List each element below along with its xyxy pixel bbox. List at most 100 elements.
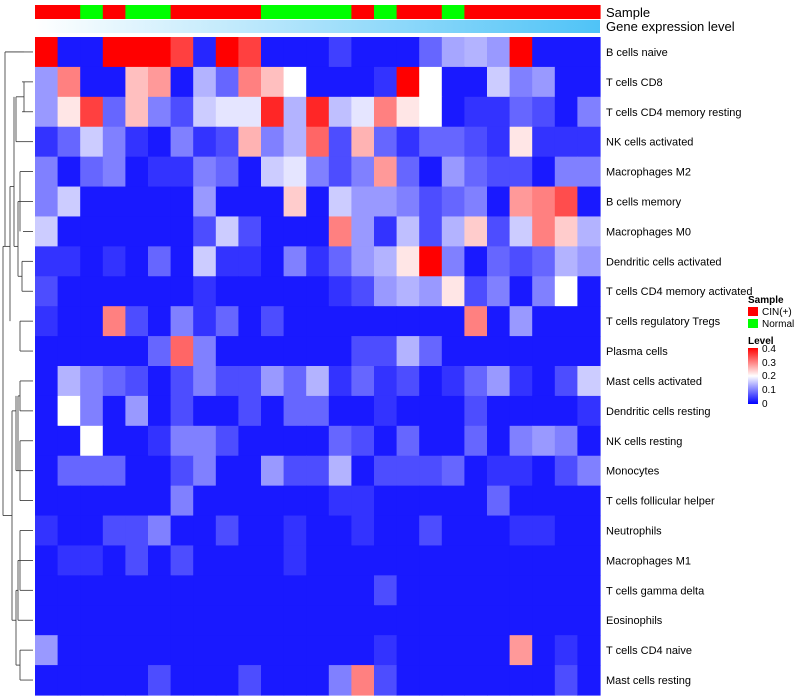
heatmap-cell [57, 246, 81, 277]
legend-swatch-cin [748, 307, 758, 316]
heatmap-cell [419, 306, 443, 337]
heatmap-cell [170, 276, 194, 307]
heatmap-cell [532, 575, 556, 606]
heatmap-cell [441, 306, 465, 337]
heatmap-cell [283, 366, 307, 397]
heatmap-cell [487, 126, 511, 158]
row-label: T cells CD4 memory activated [606, 286, 753, 298]
heatmap-cell [532, 635, 556, 666]
heatmap-cell [509, 246, 533, 277]
heatmap-cell [351, 216, 375, 247]
heatmap-cell [396, 545, 420, 576]
heatmap-cell [554, 575, 578, 606]
heatmap-cell [577, 425, 601, 457]
heatmap-cell [532, 66, 556, 98]
heatmap-cell [261, 66, 285, 98]
heatmap-cell [351, 37, 375, 68]
heatmap-cell [102, 515, 126, 547]
heatmap-cell [419, 126, 443, 158]
heatmap-cell [306, 276, 330, 307]
heatmap-cell [509, 605, 533, 636]
heatmap-cell [554, 66, 578, 98]
expression-track-label: Gene expression level [606, 19, 735, 34]
heatmap-cell [374, 515, 398, 547]
heatmap-cell [35, 336, 59, 367]
heatmap-cell [577, 186, 601, 218]
heatmap-cell [35, 216, 59, 247]
heatmap-cell [102, 246, 126, 277]
heatmap-cell [532, 186, 556, 218]
heatmap-cell [35, 66, 59, 98]
heatmap-cell [464, 336, 488, 367]
heatmap-cell [419, 425, 443, 457]
heatmap-cell [351, 455, 375, 487]
heatmap-cell [396, 425, 420, 457]
heatmap-cell [577, 485, 601, 517]
heatmap-cell [170, 455, 194, 487]
heatmap-cell [215, 366, 239, 397]
legend-level-tick: 0.1 [762, 385, 776, 396]
heatmap-cell [306, 545, 330, 576]
sample-annotation-cell [125, 5, 149, 19]
heatmap-cell [396, 96, 420, 128]
heatmap-cell [441, 635, 465, 666]
row-label: T cells gamma delta [606, 585, 705, 597]
heatmap-cell [441, 37, 465, 68]
heatmap-cell [238, 66, 262, 98]
heatmap-cell [374, 575, 398, 606]
heatmap-cell [509, 66, 533, 98]
sample-annotation-cell [57, 5, 81, 19]
heatmap-cell [80, 37, 104, 68]
heatmap-cell [238, 186, 262, 218]
heatmap-cell [464, 186, 488, 218]
row-label: Mast cells activated [606, 376, 702, 388]
heatmap-cell [215, 395, 239, 427]
heatmap-cell [148, 665, 172, 696]
sample-annotation-cell [148, 5, 172, 19]
heatmap-cell [170, 485, 194, 517]
heatmap-cell [35, 545, 59, 576]
heatmap-cell [464, 126, 488, 158]
heatmap-cell [374, 276, 398, 307]
heatmap-cell [464, 306, 488, 337]
sample-annotation-cell [509, 5, 533, 19]
heatmap-cell [419, 336, 443, 367]
heatmap-cell [441, 366, 465, 397]
sample-annotation-cell [306, 5, 330, 19]
heatmap-cell [351, 246, 375, 277]
heatmap-cell [193, 395, 217, 427]
heatmap-cell [374, 605, 398, 636]
heatmap-cell [328, 66, 352, 98]
heatmap-cell [554, 246, 578, 277]
heatmap-cell [215, 336, 239, 367]
heatmap-cell [441, 186, 465, 218]
heatmap-cell [441, 545, 465, 576]
legend-level-tick: 0.4 [762, 344, 776, 355]
heatmap-cell [374, 126, 398, 158]
heatmap-cell [193, 276, 217, 307]
heatmap-cell [261, 186, 285, 218]
heatmap-cell [80, 545, 104, 576]
sample-annotation-cell [441, 5, 465, 19]
heatmap-cell [35, 515, 59, 547]
heatmap-cell [35, 605, 59, 636]
heatmap-cell [464, 515, 488, 547]
heatmap-cell [509, 156, 533, 188]
heatmap-cell [148, 455, 172, 487]
heatmap-cell [396, 635, 420, 666]
heatmap-cell [487, 156, 511, 188]
heatmap-cell [193, 336, 217, 367]
heatmap-cell [148, 216, 172, 247]
legend-level-tick: 0 [762, 399, 768, 410]
heatmap-cell [509, 366, 533, 397]
heatmap-cell [102, 635, 126, 666]
heatmap-cell [35, 246, 59, 277]
heatmap-cell [238, 425, 262, 457]
heatmap-cell [35, 186, 59, 218]
row-labels: B cells naive T cells CD8 T cells CD4 memo… [606, 47, 753, 687]
heatmap-cell [57, 336, 81, 367]
heatmap-cell [419, 66, 443, 98]
row-label: T cells regulatory Tregs [606, 316, 721, 328]
heatmap-cell [170, 156, 194, 188]
heatmap-cell [170, 366, 194, 397]
